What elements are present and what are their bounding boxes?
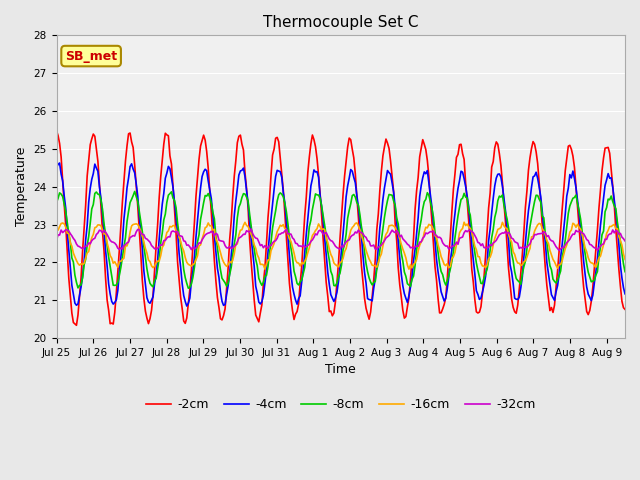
- -4cm: [346, 175, 353, 181]
- -16cm: [244, 224, 252, 229]
- -32cm: [125, 239, 132, 245]
- Legend: -2cm, -4cm, -8cm, -16cm, -32cm: -2cm, -4cm, -8cm, -16cm, -32cm: [141, 393, 541, 416]
- -16cm: [125, 238, 132, 244]
- -2cm: [72, 323, 80, 328]
- Line: -32cm: -32cm: [56, 229, 625, 251]
- -16cm: [342, 246, 350, 252]
- -2cm: [246, 236, 253, 242]
- -32cm: [247, 226, 255, 232]
- -8cm: [131, 189, 138, 194]
- -2cm: [52, 128, 60, 133]
- -4cm: [148, 297, 156, 303]
- -8cm: [621, 269, 629, 275]
- Text: SB_met: SB_met: [65, 49, 117, 62]
- -8cm: [52, 200, 60, 205]
- -32cm: [612, 228, 620, 233]
- -32cm: [621, 238, 629, 244]
- -2cm: [621, 306, 629, 312]
- -8cm: [472, 260, 480, 266]
- -2cm: [344, 144, 351, 150]
- -32cm: [52, 237, 60, 243]
- -4cm: [247, 236, 255, 241]
- -8cm: [125, 208, 132, 214]
- Line: -16cm: -16cm: [56, 222, 625, 269]
- -16cm: [146, 259, 154, 264]
- -4cm: [472, 288, 480, 294]
- Line: -4cm: -4cm: [56, 163, 625, 306]
- -2cm: [471, 297, 479, 302]
- -16cm: [460, 219, 468, 225]
- -4cm: [183, 303, 191, 309]
- -16cm: [405, 266, 413, 272]
- -8cm: [247, 223, 255, 228]
- -32cm: [344, 238, 351, 243]
- -16cm: [612, 226, 620, 231]
- -16cm: [621, 256, 629, 262]
- -32cm: [556, 248, 563, 253]
- -4cm: [612, 210, 620, 216]
- -2cm: [148, 307, 156, 313]
- -2cm: [611, 202, 618, 208]
- Line: -2cm: -2cm: [56, 131, 625, 325]
- -8cm: [612, 205, 620, 211]
- -32cm: [471, 233, 479, 239]
- -32cm: [244, 228, 252, 234]
- Title: Thermocouple Set C: Thermocouple Set C: [263, 15, 419, 30]
- -4cm: [621, 291, 629, 297]
- -16cm: [472, 247, 480, 252]
- -8cm: [148, 283, 156, 288]
- -32cm: [146, 240, 154, 245]
- -8cm: [346, 207, 353, 213]
- Y-axis label: Temperature: Temperature: [15, 147, 28, 227]
- -4cm: [56, 160, 63, 166]
- -4cm: [126, 164, 134, 169]
- X-axis label: Time: Time: [325, 363, 356, 376]
- -16cm: [52, 228, 60, 233]
- -2cm: [126, 130, 134, 136]
- Line: -8cm: -8cm: [56, 192, 625, 288]
- -8cm: [184, 286, 192, 291]
- -4cm: [52, 165, 60, 170]
